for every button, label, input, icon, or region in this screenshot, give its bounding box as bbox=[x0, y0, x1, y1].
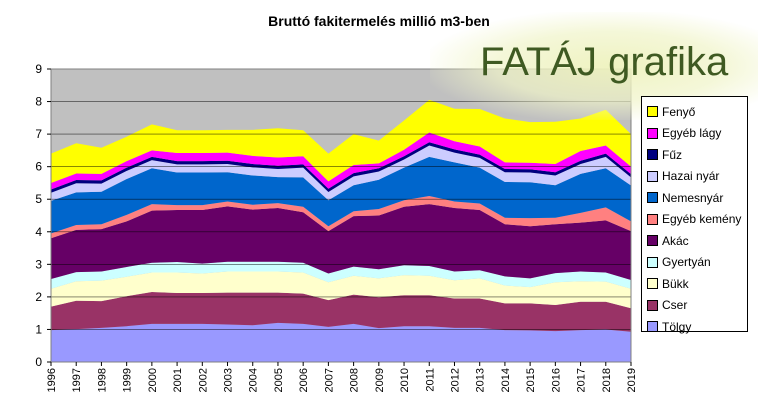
y-tick-label: 4 bbox=[35, 225, 42, 239]
x-tick-label: 2006 bbox=[298, 368, 310, 392]
legend-item: Fenyő bbox=[642, 101, 747, 123]
x-tick-label: 2010 bbox=[399, 368, 411, 392]
x-tick-label: 2013 bbox=[475, 368, 487, 392]
y-tick-label: 0 bbox=[35, 355, 42, 369]
legend-label: Gyertyán bbox=[662, 255, 711, 270]
legend-item: Fűz bbox=[642, 144, 747, 166]
x-tick-label: 2007 bbox=[323, 368, 335, 392]
legend-item: Egyéb lágy bbox=[642, 123, 747, 145]
y-tick-label: 6 bbox=[35, 160, 42, 174]
y-tick-label: 1 bbox=[35, 322, 42, 336]
y-tick-label: 5 bbox=[35, 192, 42, 206]
x-tick-label: 2016 bbox=[550, 368, 562, 392]
legend-swatch bbox=[647, 321, 658, 333]
x-tick-label: 2012 bbox=[449, 368, 461, 392]
x-tick-label: 1998 bbox=[96, 368, 108, 392]
legend-label: Hazai nyár bbox=[662, 169, 720, 184]
watermark-logo: FATÁJ grafika bbox=[480, 40, 729, 84]
legend-swatch bbox=[647, 278, 658, 290]
area-series-10 bbox=[51, 99, 631, 183]
x-tick-label: 2014 bbox=[500, 368, 512, 392]
x-tick-label: 2003 bbox=[223, 368, 235, 392]
legend-swatch bbox=[647, 170, 658, 182]
legend-item: Akác bbox=[642, 230, 747, 252]
legend-item: Nemesnyár bbox=[642, 187, 747, 209]
legend-swatch bbox=[647, 299, 658, 311]
legend-label: Nemesnyár bbox=[662, 190, 724, 205]
area-series-3 bbox=[51, 261, 631, 289]
legend-swatch bbox=[647, 256, 658, 268]
y-tick-label: 3 bbox=[35, 257, 42, 271]
x-tick-label: 2015 bbox=[525, 368, 537, 392]
x-tick-label: 2004 bbox=[248, 368, 260, 392]
x-tick-label: 1997 bbox=[71, 368, 83, 392]
legend-swatch bbox=[647, 149, 658, 161]
x-tick-label: 2009 bbox=[374, 368, 386, 392]
legend-item: Hazai nyár bbox=[642, 166, 747, 188]
y-tick-label: 7 bbox=[35, 127, 42, 141]
y-tick-label: 2 bbox=[35, 290, 42, 304]
x-tick-label: 2018 bbox=[601, 368, 613, 392]
legend-swatch bbox=[647, 192, 658, 204]
x-tick-label: 2008 bbox=[349, 368, 361, 392]
x-tick-label: 2000 bbox=[147, 368, 159, 392]
legend-label: Cser bbox=[662, 298, 688, 313]
area-series-6 bbox=[51, 156, 631, 234]
legend-label: Tölgy bbox=[662, 319, 692, 334]
area-series-5 bbox=[51, 195, 631, 239]
x-tick-label: 1999 bbox=[122, 368, 134, 392]
area-series-1 bbox=[51, 292, 631, 332]
legend-swatch bbox=[647, 106, 658, 118]
area-series-9 bbox=[51, 132, 631, 190]
chart-title: Bruttó fakitermelés millió m3-ben bbox=[268, 13, 490, 29]
y-tick-label: 8 bbox=[35, 95, 42, 109]
area-series-7 bbox=[51, 145, 631, 201]
legend-swatch bbox=[647, 127, 658, 139]
legend-item: Tölgy bbox=[642, 316, 747, 338]
legend-item: Bükk bbox=[642, 273, 747, 295]
legend-label: Fenyő bbox=[662, 104, 696, 119]
legend-item: Cser bbox=[642, 295, 747, 317]
legend-label: Bükk bbox=[662, 276, 689, 291]
x-tick-label: 2001 bbox=[172, 368, 184, 392]
x-tick-label: 1996 bbox=[46, 368, 58, 392]
area-series-8 bbox=[51, 142, 631, 193]
x-tick-label: 2019 bbox=[626, 368, 638, 392]
legend-swatch bbox=[647, 235, 658, 247]
legend-label: Egyéb kemény bbox=[662, 212, 742, 227]
legend-label: Egyéb lágy bbox=[662, 126, 722, 141]
legend-label: Fűz bbox=[662, 147, 683, 162]
area-series-2 bbox=[51, 271, 631, 309]
x-tick-label: 2002 bbox=[197, 368, 209, 392]
plot-border bbox=[50, 68, 632, 363]
x-tick-label: 2005 bbox=[273, 368, 285, 392]
y-tick-label: 9 bbox=[35, 62, 42, 76]
x-tick-label: 2011 bbox=[424, 368, 436, 392]
legend-item: Egyéb kemény bbox=[642, 209, 747, 231]
area-series-4 bbox=[51, 204, 631, 280]
legend-swatch bbox=[647, 213, 658, 225]
x-tick-label: 2017 bbox=[576, 368, 588, 392]
area-series-0 bbox=[51, 322, 631, 362]
legend-item: Gyertyán bbox=[642, 252, 747, 274]
legend-label: Akác bbox=[662, 233, 689, 248]
legend: Fenyő Egyéb lágy Fűz Hazai nyár Nemesnyár Egy… bbox=[641, 96, 748, 334]
